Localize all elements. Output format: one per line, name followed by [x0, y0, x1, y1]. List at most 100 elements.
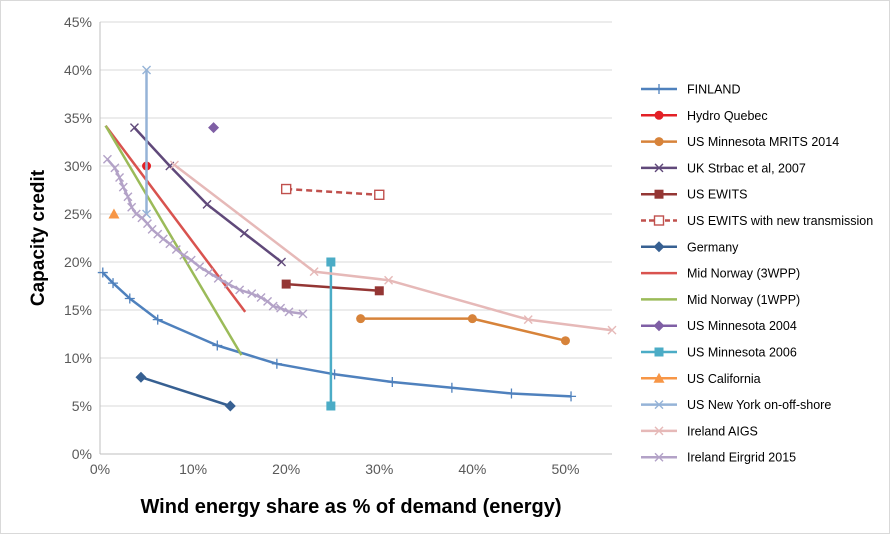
data-point — [97, 267, 108, 278]
data-point — [195, 262, 205, 272]
gridlines — [100, 21, 612, 407]
series-us-ewits — [281, 279, 384, 296]
data-point — [268, 301, 278, 311]
data-point — [523, 315, 533, 325]
data-point — [213, 273, 223, 283]
x-tick-label: 50% — [551, 461, 579, 477]
data-point — [129, 123, 139, 133]
x-tick-labels: 0% 10% 20% 30% 40% 50% — [90, 461, 580, 477]
data-point — [506, 388, 517, 399]
series-line — [106, 158, 304, 316]
data-point — [271, 358, 282, 369]
data-point — [202, 199, 212, 209]
data-point — [115, 173, 125, 183]
data-point — [309, 267, 319, 277]
data-point — [256, 293, 266, 303]
legend-item-ireland-eirgrid-2015: Ireland Eirgrid 2015 — [641, 451, 796, 465]
data-point — [123, 192, 133, 202]
series-finland — [97, 267, 577, 402]
data-point — [276, 303, 286, 313]
series-us-minnesota-mrits-2014 — [356, 314, 570, 346]
y-tick-label: 35% — [64, 110, 92, 126]
legend-item-mid-norway-3wpp: Mid Norway (3WPP) — [641, 267, 800, 281]
legend-label: US New York on-off-shore — [687, 398, 831, 412]
data-point — [131, 209, 141, 219]
legend-marker — [654, 400, 664, 410]
legend-item-finland: FINLAND — [641, 83, 740, 97]
data-point — [223, 279, 233, 289]
legend-label: US EWITS — [687, 188, 747, 202]
legend-label: Ireland Eirgrid 2015 — [687, 451, 796, 465]
x-tick-label: 40% — [458, 461, 486, 477]
legend-marker — [653, 241, 665, 253]
legend: FINLAND Hydro Quebec US Minnesota MRITS 20… — [641, 83, 873, 465]
data-point — [356, 314, 366, 324]
data-point — [566, 391, 577, 402]
legend-item-mid-norway-1wpp: Mid Norway (1WPP) — [641, 293, 800, 307]
y-tick-label: 20% — [64, 254, 92, 270]
legend-marker — [654, 137, 664, 147]
series-us-new-york-on-off-shore — [142, 65, 152, 219]
y-tick-label: 45% — [64, 14, 92, 30]
legend-item-uk-strbac-et-al-2007: UK Strbac et al, 2007 — [641, 161, 806, 175]
series-us-california — [108, 208, 120, 219]
y-tick-label: 30% — [64, 158, 92, 174]
x-tick-label: 30% — [365, 461, 393, 477]
data-point — [280, 183, 292, 195]
legend-label: Mid Norway (1WPP) — [687, 293, 800, 307]
legend-item-germany: Germany — [641, 240, 739, 254]
data-point — [374, 189, 385, 201]
data-point — [384, 275, 394, 285]
legend-item-us-minnesota-2004: US Minnesota 2004 — [641, 319, 797, 333]
legend-marker — [654, 189, 664, 199]
legend-item-us-ewits: US EWITS — [641, 188, 747, 202]
legend-marker — [654, 426, 664, 436]
data-point — [186, 255, 196, 265]
data-point — [171, 245, 181, 255]
series-germany — [135, 371, 236, 412]
data-point — [239, 228, 249, 238]
legend-marker — [654, 84, 664, 94]
legend-label: US California — [687, 372, 761, 386]
y-tick-label: 10% — [64, 350, 92, 366]
legend-item-hydro-quebec: Hydro Quebec — [641, 109, 768, 123]
legend-item-us-california: US California — [641, 372, 761, 386]
x-tick-label: 20% — [272, 461, 300, 477]
data-point — [118, 182, 128, 192]
data-point — [326, 257, 336, 267]
series-line — [286, 187, 380, 197]
legend-label: US Minnesota MRITS 2014 — [687, 135, 839, 149]
legend-marker — [653, 320, 665, 332]
legend-marker — [654, 110, 664, 120]
data-point — [142, 219, 152, 229]
data-point — [127, 202, 137, 212]
x-axis-title: Wind energy share as % of demand (energy… — [140, 496, 561, 518]
data-point — [607, 325, 617, 335]
data-point — [446, 382, 457, 393]
series-us-minnesota-2006 — [326, 257, 336, 411]
data-point — [387, 377, 398, 387]
legend-marker — [654, 347, 664, 357]
legend-label: UK Strbac et al, 2007 — [687, 161, 806, 175]
series-uk-strbac-et-al-2007 — [129, 123, 287, 267]
data-point — [108, 278, 119, 289]
y-tick-label: 25% — [64, 206, 92, 222]
legend-item-us-minnesota-2006: US Minnesota 2006 — [641, 346, 797, 360]
data-point — [298, 309, 308, 319]
x-tick-label: 0% — [90, 461, 110, 477]
data-point — [102, 154, 112, 164]
data-point — [204, 268, 214, 278]
series-us-ewits-with-new-transmission — [280, 183, 385, 201]
legend-label: Mid Norway (3WPP) — [687, 267, 800, 281]
data-point — [284, 307, 294, 317]
data-point — [247, 289, 257, 299]
legend-marker — [653, 372, 665, 383]
x-tick-label: 10% — [179, 461, 207, 477]
legend-label: Germany — [687, 240, 739, 254]
y-axis-title: Capacity credit — [28, 169, 49, 306]
data-point — [142, 65, 152, 75]
legend-label: FINLAND — [687, 83, 740, 97]
series-line — [286, 282, 380, 293]
series-ireland-eirgrid-2015 — [102, 154, 308, 319]
data-point — [124, 293, 135, 304]
